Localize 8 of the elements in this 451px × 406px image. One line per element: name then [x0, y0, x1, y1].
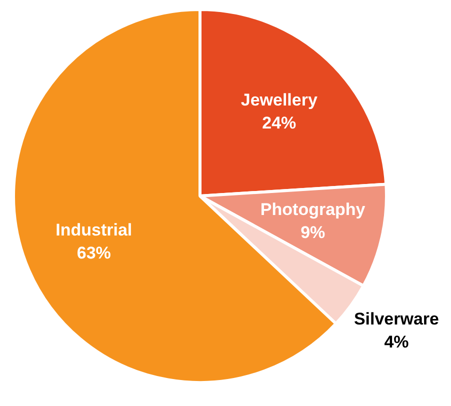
slice-label: Jewellery	[240, 90, 318, 110]
slice-label: Industrial	[56, 220, 132, 240]
slice-label: Silverware	[354, 309, 439, 328]
data-label: 63%	[76, 244, 111, 263]
data-label: 4%	[384, 332, 409, 352]
slice-label: Photography	[260, 200, 366, 219]
data-label: 24%	[262, 113, 296, 132]
data-label: 9%	[300, 222, 326, 242]
